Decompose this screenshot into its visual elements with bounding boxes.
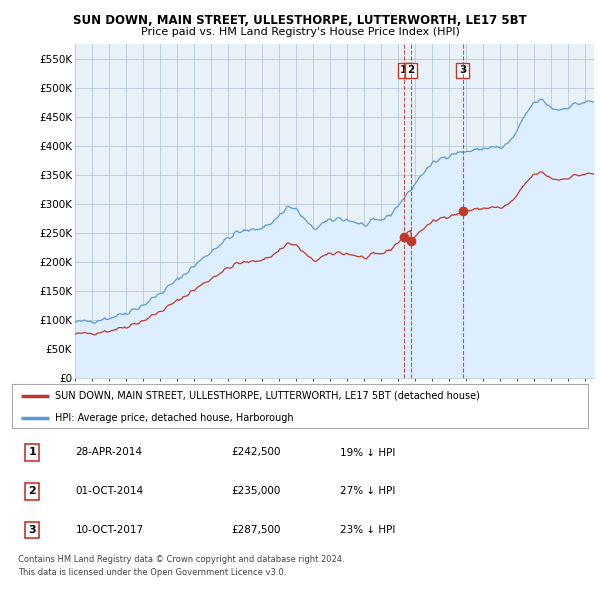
Text: 2: 2 xyxy=(28,486,36,496)
Text: SUN DOWN, MAIN STREET, ULLESTHORPE, LUTTERWORTH, LE17 5BT: SUN DOWN, MAIN STREET, ULLESTHORPE, LUTT… xyxy=(73,14,527,27)
Text: 1: 1 xyxy=(400,65,407,76)
Text: 19% ↓ HPI: 19% ↓ HPI xyxy=(340,447,395,457)
Text: Contains HM Land Registry data © Crown copyright and database right 2024.: Contains HM Land Registry data © Crown c… xyxy=(18,555,344,563)
Text: £235,000: £235,000 xyxy=(231,486,280,496)
Text: 27% ↓ HPI: 27% ↓ HPI xyxy=(340,486,395,496)
Text: 10-OCT-2017: 10-OCT-2017 xyxy=(76,525,143,535)
Text: 23% ↓ HPI: 23% ↓ HPI xyxy=(340,525,395,535)
Text: Price paid vs. HM Land Registry's House Price Index (HPI): Price paid vs. HM Land Registry's House … xyxy=(140,27,460,37)
Text: £287,500: £287,500 xyxy=(231,525,280,535)
Text: £242,500: £242,500 xyxy=(231,447,280,457)
Text: 01-OCT-2014: 01-OCT-2014 xyxy=(76,486,143,496)
Text: 3: 3 xyxy=(459,65,466,76)
Text: 1: 1 xyxy=(28,447,36,457)
Text: This data is licensed under the Open Government Licence v3.0.: This data is licensed under the Open Gov… xyxy=(18,568,286,576)
Text: HPI: Average price, detached house, Harborough: HPI: Average price, detached house, Harb… xyxy=(55,413,294,423)
Text: SUN DOWN, MAIN STREET, ULLESTHORPE, LUTTERWORTH, LE17 5BT (detached house): SUN DOWN, MAIN STREET, ULLESTHORPE, LUTT… xyxy=(55,391,480,401)
Text: 3: 3 xyxy=(28,525,36,535)
Text: 28-APR-2014: 28-APR-2014 xyxy=(76,447,142,457)
Text: 2: 2 xyxy=(407,65,415,76)
